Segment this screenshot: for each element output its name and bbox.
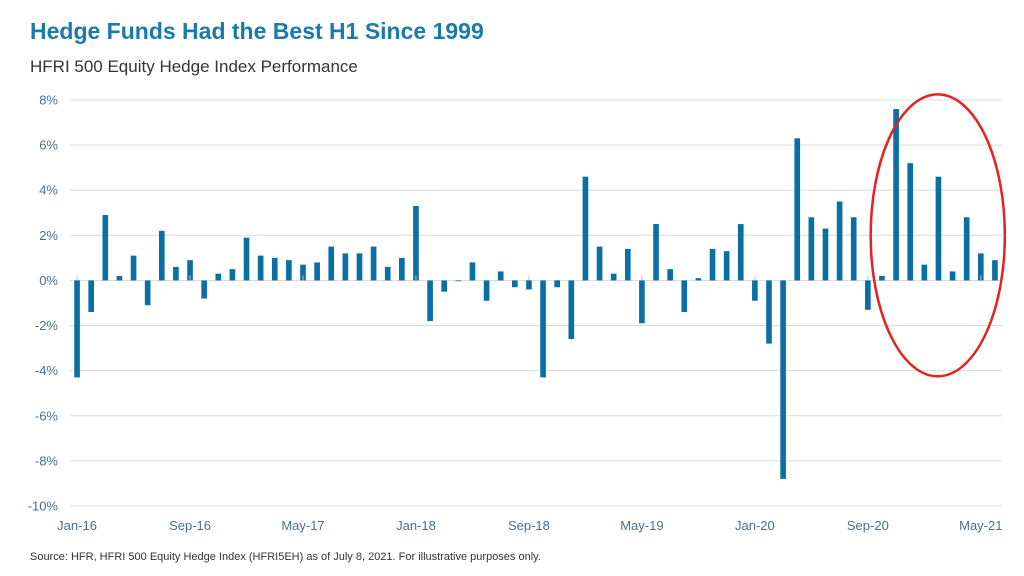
bar-Mar-16 (102, 215, 108, 280)
y-tick-label: 6% (39, 138, 58, 153)
bar-Dec-16 (230, 269, 236, 280)
bar-May-18 (470, 262, 476, 280)
bar-Jun-16 (145, 280, 151, 305)
bar-Jan-20 (752, 280, 758, 300)
bar-Jan-19 (583, 177, 589, 281)
bar-Aug-16 (173, 267, 179, 281)
bar-May-16 (131, 256, 137, 281)
y-tick-label: -2% (35, 318, 59, 333)
x-tick-label: Jan-16 (57, 518, 97, 533)
bar-Mar-17 (272, 258, 278, 281)
x-tick-label: Sep-20 (847, 518, 889, 533)
gridlines (70, 100, 1002, 506)
bar-Aug-17 (343, 253, 349, 280)
bar-Feb-19 (597, 247, 603, 281)
bar-Oct-16 (201, 280, 207, 298)
y-tick-label: 8% (39, 93, 58, 108)
bar-Sep-18 (526, 280, 532, 289)
bar-Jun-19 (653, 224, 659, 280)
bar-Jan-18 (413, 206, 419, 280)
x-tick-label: Sep-16 (169, 518, 211, 533)
bar-Aug-19 (681, 280, 687, 312)
bar-Jul-19 (667, 269, 673, 280)
bar-Jan-17 (244, 238, 250, 281)
bar-Feb-18 (427, 280, 433, 321)
bar-Apr-17 (286, 260, 292, 280)
bar-Feb-21 (936, 177, 942, 281)
x-axis-ticks: Jan-16 Sep-16 May-17 Jan-18 Sep-18 May-19 Jan-… (57, 275, 1002, 533)
bar-Nov-17 (385, 267, 391, 281)
y-tick-label: 2% (39, 228, 58, 243)
x-tick-label: May-17 (281, 518, 324, 533)
bar-May-20 (809, 217, 815, 280)
bar-Jul-16 (159, 231, 165, 281)
bar-Apr-20 (794, 138, 800, 280)
bar-Jul-18 (498, 271, 504, 280)
bar-Oct-17 (371, 247, 377, 281)
bar-Sep-17 (357, 253, 363, 280)
bar-Oct-19 (710, 249, 716, 281)
bar-Jun-18 (484, 280, 490, 300)
bar-Mar-20 (780, 280, 786, 478)
x-tick-label: Jan-20 (735, 518, 775, 533)
bar-Mar-21 (950, 271, 956, 280)
bar-Apr-19 (625, 249, 631, 281)
bar-Nov-20 (893, 109, 899, 280)
bar-Feb-16 (88, 280, 94, 312)
bar-Apr-16 (117, 276, 123, 281)
bars (74, 109, 998, 479)
bar-Jun-21 (992, 260, 998, 280)
bar-Mar-19 (611, 274, 617, 281)
y-tick-label: -4% (35, 363, 59, 378)
bar-Dec-20 (907, 163, 913, 280)
y-tick-label: 0% (39, 273, 58, 288)
bar-Jun-20 (823, 229, 829, 281)
x-tick-label: Sep-18 (508, 518, 550, 533)
bar-Mar-18 (441, 280, 447, 291)
y-tick-label: -8% (35, 453, 59, 468)
bar-Jul-20 (837, 202, 843, 281)
bar-Sep-20 (865, 280, 871, 309)
bar-Apr-21 (964, 217, 970, 280)
y-axis-ticks: 8% 6% 4% 2% 0% -2% -4% -6% -8% -10% (28, 93, 59, 514)
x-tick-label: May-21 (959, 518, 1002, 533)
bar-Apr-18 (456, 280, 462, 281)
bar-Sep-19 (696, 278, 702, 280)
y-tick-label: 4% (39, 183, 58, 198)
x-tick-label: May-19 (620, 518, 663, 533)
y-tick-label: -6% (35, 408, 59, 423)
bar-Jan-21 (922, 265, 928, 281)
bar-Feb-20 (766, 280, 772, 343)
bar-Nov-16 (215, 274, 221, 281)
bar-Nov-18 (554, 280, 560, 287)
bar-chart: 8% 6% 4% 2% 0% -2% -4% -6% -8% -10% Jan-16 Sep-16 M… (0, 0, 1024, 576)
bar-Dec-19 (738, 224, 744, 280)
bar-Dec-18 (568, 280, 574, 339)
bar-Dec-17 (399, 258, 405, 281)
bar-Nov-19 (724, 251, 730, 280)
bar-Oct-18 (540, 280, 546, 377)
bar-Jan-16 (74, 280, 80, 377)
bar-Aug-18 (512, 280, 518, 287)
source-note: Source: HFR, HFRI 500 Equity Hedge Index… (30, 551, 541, 563)
bar-Jul-17 (328, 247, 334, 281)
bar-Feb-17 (258, 256, 264, 281)
bar-Oct-20 (879, 276, 885, 281)
x-tick-label: Jan-18 (396, 518, 436, 533)
bar-Jun-17 (314, 262, 320, 280)
bar-May-19 (639, 280, 645, 323)
y-tick-label: -10% (28, 499, 59, 514)
bar-Aug-20 (851, 217, 857, 280)
